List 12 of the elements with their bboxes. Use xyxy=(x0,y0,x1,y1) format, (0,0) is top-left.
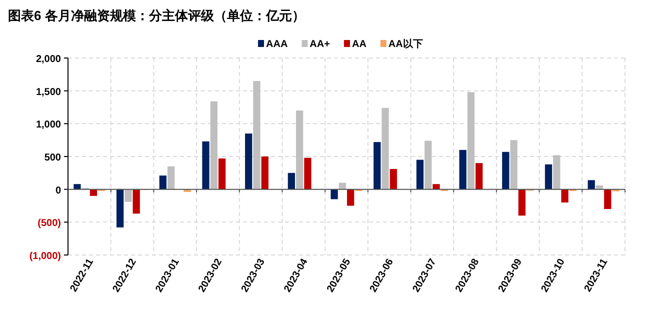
y-tick-label: (1,000) xyxy=(29,251,61,262)
legend-label: AA xyxy=(352,39,366,50)
y-tick-label: (500) xyxy=(38,218,61,230)
y-tick-label: 1,500 xyxy=(36,86,62,98)
y-tick-label: 2,000 xyxy=(36,54,62,65)
chart-title: 图表6 各月净融资规模：分主体评级（单位：亿元） xyxy=(8,8,305,23)
y-tick-label: 1,000 xyxy=(36,120,62,131)
y-tick-label: 0 xyxy=(55,185,62,196)
legend-label: AA+ xyxy=(310,39,330,50)
y-tick-label: 500 xyxy=(44,152,62,164)
legend-label: AAA xyxy=(266,39,288,50)
legend-label: AA以下 xyxy=(388,38,423,50)
